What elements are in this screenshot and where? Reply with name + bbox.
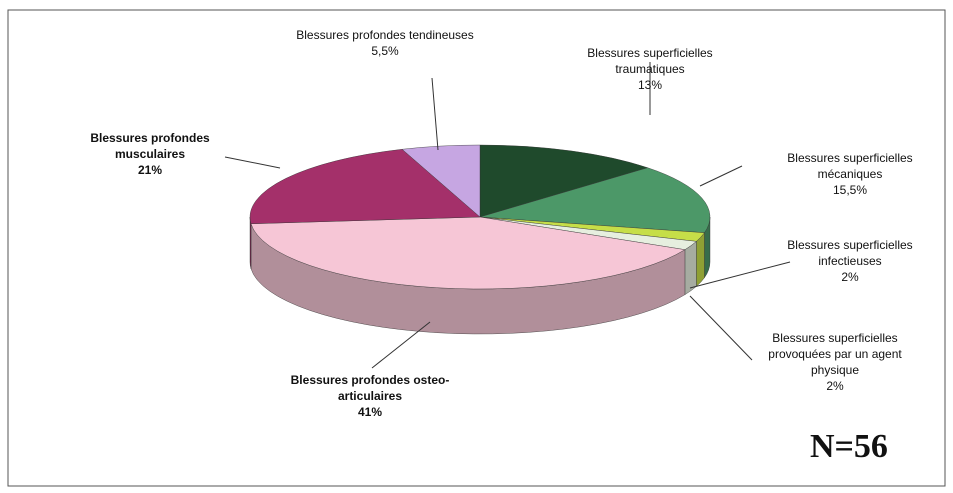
slice-label: Blessures superficielles traumatiques 13% (560, 45, 740, 93)
slice-side (696, 232, 705, 287)
slice (479, 167, 711, 233)
leader-line (689, 261, 791, 289)
value-label: 5,5% (371, 44, 399, 58)
annotation: N=56 (810, 428, 888, 465)
slice (250, 216, 686, 290)
category-name: Blessures superficielles infectieuses (787, 238, 913, 268)
slice-label: Blessures profondes osteo-articulaires 41… (280, 372, 460, 420)
leader-line (431, 77, 439, 151)
leader-line (371, 321, 431, 369)
leader-line (699, 165, 743, 187)
value-label: 2% (841, 270, 859, 284)
slice-label: Blessures superficielles infectieuses 2% (760, 237, 940, 285)
frame (7, 9, 946, 487)
slice-label: Blessures superficielles mécaniques 15,5% (760, 150, 940, 198)
value-label: 13% (637, 78, 663, 92)
category-name: Blessures profondes musculaires (90, 131, 210, 161)
value-label: 41% (357, 405, 383, 419)
category-name: Blessures profondes osteo-articulaires (290, 373, 450, 403)
slice-label: Blessures superficielles provoquées par … (745, 330, 925, 394)
category-name: Blessures superficielles provoquées par … (768, 331, 902, 377)
value-label: 2% (826, 379, 844, 393)
slice-label: Blessures profondes tendineuses 5,5% (295, 27, 475, 59)
slice-side (249, 216, 252, 269)
category-name: Blessures superficielles mécaniques (787, 151, 913, 181)
category-name: Blessures superficielles traumatiques (587, 46, 713, 76)
value-label: 21% (137, 163, 163, 177)
category-name: Blessures profondes tendineuses (296, 28, 474, 42)
leader-line (689, 295, 753, 361)
leader-line (224, 156, 281, 169)
slice-label: Blessures profondes musculaires 21% (60, 130, 240, 178)
slice (249, 149, 481, 224)
slice (479, 144, 649, 218)
slice (401, 144, 481, 218)
value-label: 15,5% (832, 183, 868, 197)
